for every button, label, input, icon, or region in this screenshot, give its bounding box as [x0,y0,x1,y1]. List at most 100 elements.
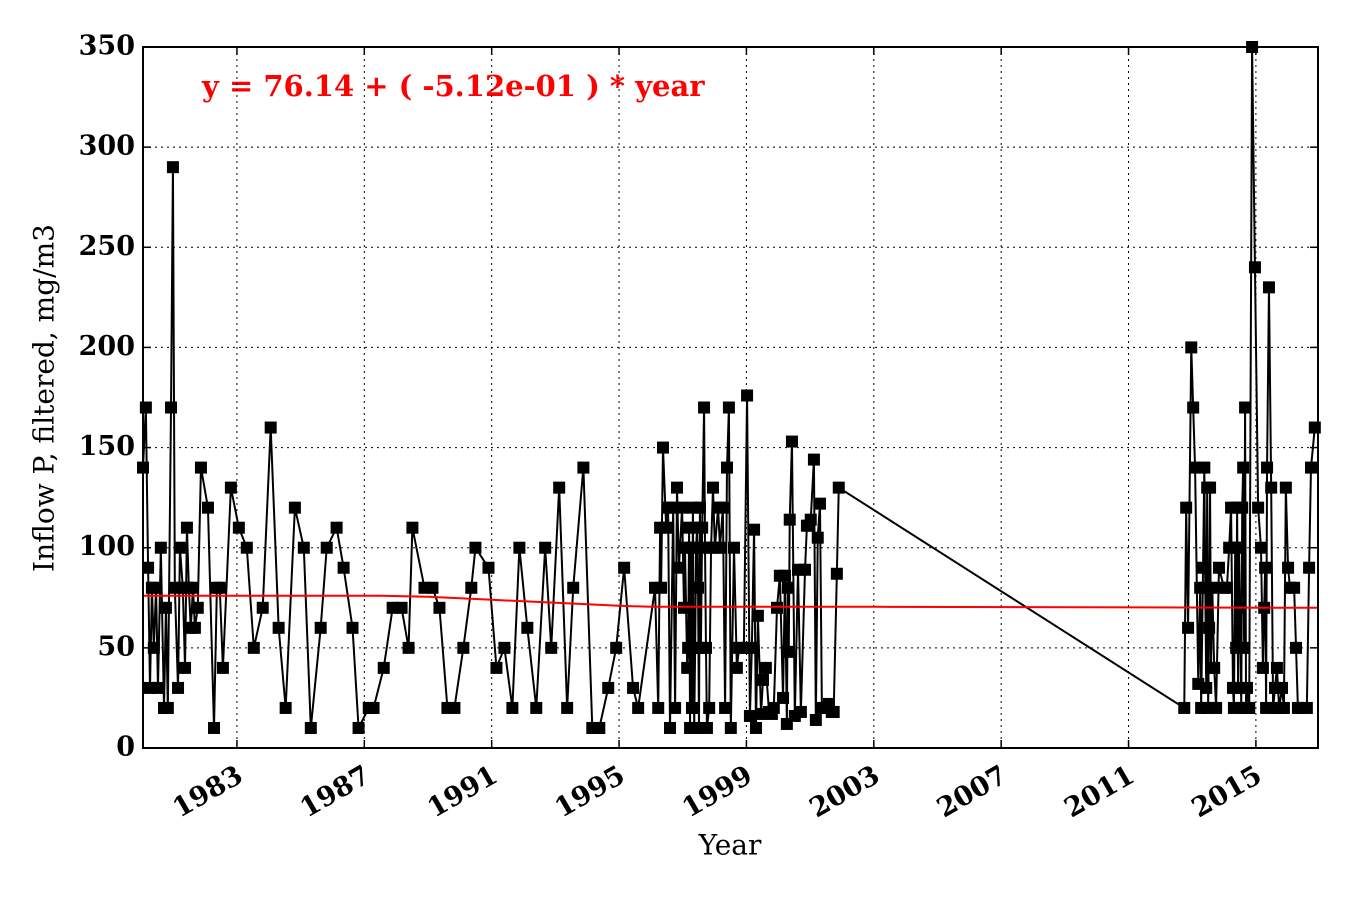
data-line [142,46,1316,732]
data-point [288,501,301,514]
data-point [1225,501,1238,514]
data-point [660,521,673,534]
data-point [142,561,155,574]
data-point [794,705,807,718]
x-tick-label: 2015 [1187,760,1268,824]
data-point [320,541,333,554]
data-point [1180,501,1193,514]
data-point [297,541,310,554]
data-point [719,701,732,714]
data-point [759,661,772,674]
data-point [602,681,615,694]
data-point [173,541,186,554]
data-point [1255,541,1268,554]
x-tick-label: 2003 [804,760,885,824]
data-point [1203,621,1216,634]
data-point [1220,581,1233,594]
data-point [406,521,419,534]
data-point [703,701,716,714]
data-point [1185,341,1198,354]
data-point [179,661,192,674]
data-point [1237,461,1250,474]
data-point [498,641,511,654]
data-point [247,641,260,654]
data-point [256,601,269,614]
data-point [186,581,199,594]
data-point [1187,401,1200,414]
data-point [756,673,769,686]
data-point [827,705,840,718]
y-tick-label: 100 [79,531,135,562]
data-point [457,641,470,654]
data-point [165,401,178,414]
y-tick-label: 0 [116,732,135,763]
data-point [1290,641,1303,654]
data-point [1239,401,1252,414]
data-point [1208,661,1221,674]
data-point [482,561,495,574]
data-point [804,513,817,526]
data-point [627,681,640,694]
data-point [314,621,327,634]
y-tick-label: 250 [79,231,135,262]
y-tick-label: 150 [79,431,135,462]
x-axis-label: Year [698,829,762,862]
data-point [1308,421,1321,434]
data-point [166,161,179,174]
data-point [194,461,207,474]
data-point [767,701,780,714]
data-point [720,461,733,474]
data-point [693,501,706,514]
data-point [749,721,762,734]
data-point [1277,701,1290,714]
data-point [506,701,519,714]
data-point [330,521,343,534]
data-point [783,513,796,526]
data-point [1210,701,1223,714]
data-point [1265,481,1278,494]
data-point [593,721,606,734]
data-point [685,701,698,714]
data-point [180,521,193,534]
data-point [1238,641,1251,654]
x-tick-label: 1995 [550,760,631,824]
data-point [513,541,526,554]
data-point [1303,561,1316,574]
data-point [490,661,503,674]
data-point [832,481,845,494]
data-point [1197,561,1210,574]
data-point [722,401,735,414]
data-point [159,601,172,614]
data-point [304,721,317,734]
data-point [1270,661,1283,674]
data-point [813,497,826,510]
data-point [799,563,812,576]
data-point [672,561,685,574]
data-point [1189,461,1202,474]
data-point [663,721,676,734]
data-point [272,621,285,634]
data-point [1240,681,1253,694]
data-point [782,645,795,658]
data-point [191,601,204,614]
data-point [716,501,729,514]
data-point [232,521,245,534]
data-point [781,581,794,594]
data-point [706,481,719,494]
data-point [669,701,682,714]
data-point [743,709,756,722]
data-point [1252,501,1265,514]
data-point [656,441,669,454]
data-point [610,641,623,654]
annotation: y = 76.14 + ( -5.12e-01 ) * year [201,69,705,103]
data-point [1236,501,1249,514]
data-point [1259,561,1272,574]
data-point [161,701,174,714]
data-point [692,581,705,594]
data-point [724,721,737,734]
data-point [700,721,713,734]
y-tick-label: 200 [79,331,135,362]
data-point [652,701,665,714]
data-point [367,701,380,714]
x-tick-label: 1999 [677,760,758,824]
